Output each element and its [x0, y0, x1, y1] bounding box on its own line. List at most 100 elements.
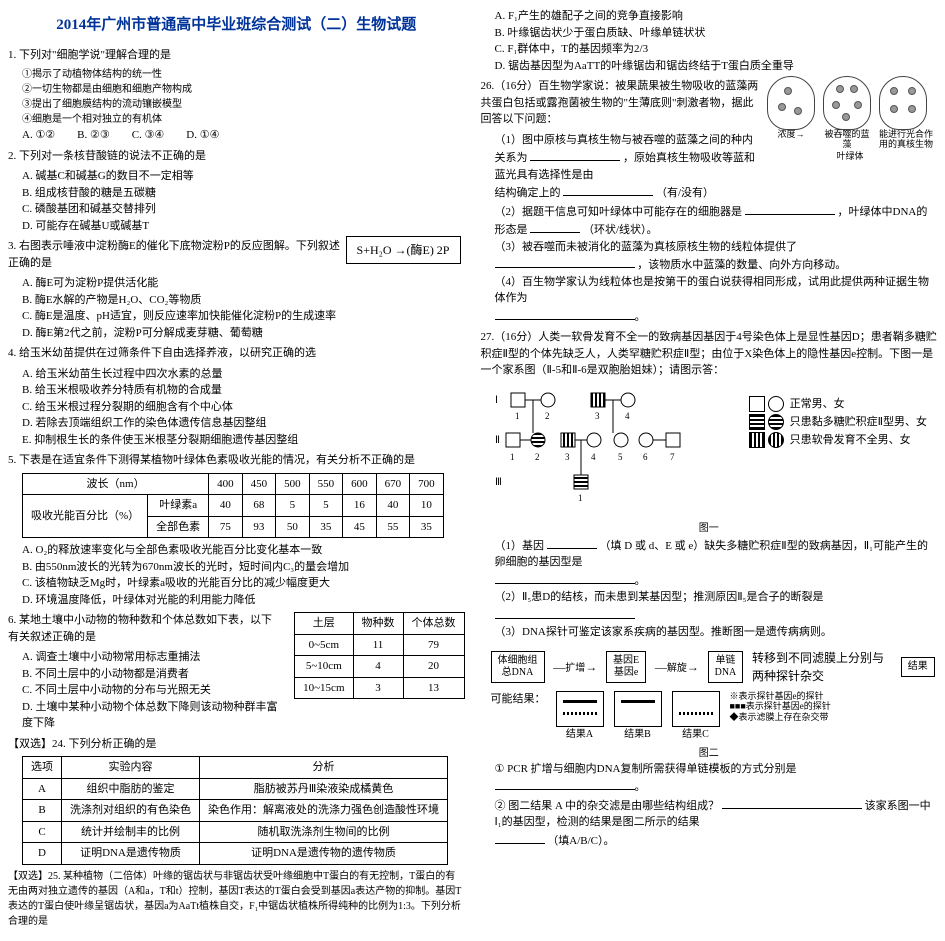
- q6-r2c2: 13: [403, 677, 464, 699]
- q2-d: D. 可能存在碱基U或碱基T: [22, 218, 465, 235]
- q6-d: D. 土壤中某种小动物个体总数下降则该动物种群丰富度下降: [22, 699, 465, 732]
- flow-box3: 单链 DNA: [708, 651, 744, 683]
- q6-th1: 物种数: [353, 613, 403, 635]
- svg-text:4: 4: [591, 452, 596, 462]
- q5-th1: 400: [209, 473, 243, 495]
- q5-r1v1: 68: [242, 495, 276, 517]
- note-c: ◆表示滤膜上存在杂交带: [730, 712, 831, 723]
- q5-r2v0: 75: [209, 516, 243, 538]
- q5-r1v3: 5: [309, 495, 343, 517]
- q25-b: B. 叶缘锯齿状少于蛋白质缺、叶缘单链状状: [495, 25, 938, 42]
- flow-box2: 基因E 基因e: [606, 651, 646, 683]
- q5-b: B. 由550nm波长的光转为670nm波长的光时，短时间内C₃的量会增加: [22, 559, 465, 576]
- svg-text:1: 1: [510, 452, 515, 462]
- q5-r2v2: 50: [276, 516, 310, 538]
- flow-box1a: 体细胞组: [498, 655, 538, 666]
- q27-s5c: （填A/B/C）。: [547, 835, 614, 847]
- q26-s3: （3）被吞噬而未被消化的蓝藻为真核原核生物的线粒体提供了 ，该物质水中蓝藻的数量…: [495, 239, 938, 274]
- svg-text:7: 7: [670, 452, 675, 462]
- q26-s1c: 结构确定上的: [495, 187, 561, 199]
- q6-r0c2: 79: [403, 634, 464, 656]
- q2-c: C. 磷酸基团和碱基交替排列: [22, 201, 465, 218]
- cell-label-right: 能进行光合作用的真核生物: [877, 130, 935, 150]
- fig2-caption: 图二: [481, 746, 938, 761]
- flow-notes: ※表示探针基因e的探针 ■■■表示探针基因e的探针 ◆表示滤膜上存在杂交带: [730, 691, 831, 723]
- blank: [745, 202, 835, 215]
- q24-r2c2: 随机取洗涤剂生物间的比例: [200, 821, 448, 843]
- q6-th2: 个体总数: [403, 613, 464, 635]
- q25-a: A. F₁产生的雄配子之间的竞争直接影响: [495, 8, 938, 25]
- flow-box3a: 单链: [715, 655, 735, 666]
- q24-stem: 【双选】24. 下列分析正确的是: [8, 736, 465, 753]
- q5-rowlabel: 吸收光能百分比（%）: [23, 495, 148, 538]
- svg-text:Ⅰ: Ⅰ: [495, 395, 498, 406]
- result-a-box: [556, 691, 604, 727]
- q6-r2c1: 3: [353, 677, 403, 699]
- q5-th4: 550: [309, 473, 343, 495]
- note-b: ■■■表示探针基因e的探针: [730, 701, 831, 712]
- blank: [495, 606, 635, 619]
- q25-c: C. F₁群体中，T的基因频率为2/3: [495, 41, 938, 58]
- q1-opts: A. ①② B. ②③ C. ③④ D. ①④: [22, 127, 465, 144]
- q1-c4: ④细胞是一个相对独立的有机体: [22, 112, 465, 127]
- q25-d: D. 锯齿基因型为AaTT的叶缘锯齿和锯齿终结于T蛋白质全重导: [495, 58, 938, 75]
- arrow-icon: —解旋→: [649, 658, 705, 676]
- svg-text:1: 1: [515, 411, 520, 421]
- q5-th3: 500: [276, 473, 310, 495]
- result-a-label: 结果A: [556, 727, 604, 742]
- q3-d: D. 酶E第2代之前，淀粉P可分解成麦芽糖、葡萄糖: [22, 325, 465, 342]
- arrow-icon: —扩增→: [547, 658, 603, 676]
- flow-diagram: 体细胞组 总DNA —扩增→ 基因E 基因e —解旋→ 单链 DNA 转移到不同…: [491, 649, 938, 742]
- pedigree-legend: 正常男、女 只患黏多糖贮积症Ⅱ型男、女 只患软骨发育不全男、女: [749, 395, 927, 449]
- q24-r1c1: 洗涤剂对组织的有色染色: [62, 800, 200, 822]
- q3-c: C. 酶E是温度、pH适宜，则反应速率加快能催化淀粉P的生成速率: [22, 308, 465, 325]
- q5-r2v5: 55: [376, 516, 410, 538]
- q27-s5line: ② 图二结果 A 中的杂交滤是由哪些结构组成？ 该家系图一中Ⅰ₁的基因型，检测的…: [495, 796, 938, 831]
- blank: [547, 536, 597, 549]
- q5-r1sub: 叶绿素a: [148, 495, 209, 517]
- q5-c: C. 该植物缺乏Mg时，叶绿素a吸收的光能百分比的减少幅度更大: [22, 575, 465, 592]
- flow-possible-label: 可能结果：: [491, 691, 546, 708]
- cell-label-left: 浓度→: [765, 130, 817, 140]
- q2-stem: 2. 下列对一条核苷酸链的说法不正确的是: [8, 148, 465, 165]
- q5-th5: 600: [343, 473, 377, 495]
- svg-text:Ⅱ: Ⅱ: [495, 435, 500, 446]
- q4-a: A. 给玉米幼苗生长过程中四次水素的总量: [22, 366, 465, 383]
- flow-box2b: 基因e: [614, 667, 638, 678]
- q26-s2: （2）据题干信息可知叶绿体中可能存在的细胞器是 ，叶绿体中DNA的形态是 （环状…: [495, 202, 938, 239]
- blank: [495, 255, 635, 268]
- q5-th2: 450: [242, 473, 276, 495]
- legend-l1: 正常男、女: [790, 398, 845, 410]
- svg-text:3: 3: [595, 411, 600, 421]
- q1-stem: 1. 下列对"细胞学说"理解合理的是: [8, 47, 465, 64]
- q24-table: 选项 实验内容 分析 A 组织中脂肪的鉴定 脂肪被苏丹Ⅲ染液染成橘黄色 B 洗涤…: [22, 756, 448, 865]
- q1-c2: ②一切生物都是由细胞和细胞产物构成: [22, 82, 465, 97]
- q6-table: 土层 物种数 个体总数 0~5cm 11 79 5~10cm 4 20 10~1…: [294, 612, 464, 699]
- pedigree-diagram: Ⅰ 12 34 Ⅱ: [491, 385, 938, 515]
- svg-text:1: 1: [578, 493, 583, 503]
- q27-s2: （2）Ⅱ₅患D的结核，而未患到某基因型；推测原因Ⅱ₅是合子的断裂是: [495, 591, 824, 603]
- q5-r1v6: 10: [410, 495, 444, 517]
- q24-r2c0: C: [23, 821, 62, 843]
- q5-d: D. 环境温度降低，叶绿体对光能的利用能力降低: [22, 592, 465, 609]
- q24-r0c1: 组织中脂肪的鉴定: [62, 778, 200, 800]
- flow-box1b: 总DNA: [502, 667, 534, 678]
- svg-text:Ⅲ: Ⅲ: [495, 477, 502, 488]
- q24-r3c1: 证明DNA是遗传物质: [62, 843, 200, 865]
- flow-result-box: 结果: [901, 657, 935, 677]
- q2-b: B. 组成核苷酸的糖是五碳糖: [22, 185, 465, 202]
- blank: [563, 183, 653, 196]
- pedigree-svg: Ⅰ 12 34 Ⅱ: [491, 385, 791, 505]
- q25-stem: 【双选】25. 某种植物（二倍体）叶缘的锯齿状与非锯齿状受叶缘细胞中T蛋白的有无…: [8, 869, 465, 929]
- q27-s3line: （3）DNA探针可鉴定该家系疾病的基因型。推断图一是遗传病病则。: [495, 624, 938, 641]
- q26-s4: （4）百生物学家认为线粒体也是按第干的蛋白说获得相同形成，试用此提供两种证据生物…: [495, 276, 930, 305]
- left-column: 2014年广州市普通高中毕业班综合测试（二）生物试题 1. 下列对"细胞学说"理…: [8, 8, 465, 933]
- q24-th2: 分析: [200, 757, 448, 779]
- q24-r1c2: 染色作用：解离液处的洗涤力强色创造酸性环境: [200, 800, 448, 822]
- cell-illustration: 浓度→ 被吞噬的蓝藻: [765, 76, 935, 156]
- q24-th0: 选项: [23, 757, 62, 779]
- svg-text:4: 4: [625, 411, 630, 421]
- svg-text:5: 5: [618, 452, 623, 462]
- q24-th1: 实验内容: [62, 757, 200, 779]
- q24-r2c1: 统计并绘制丰的比例: [62, 821, 200, 843]
